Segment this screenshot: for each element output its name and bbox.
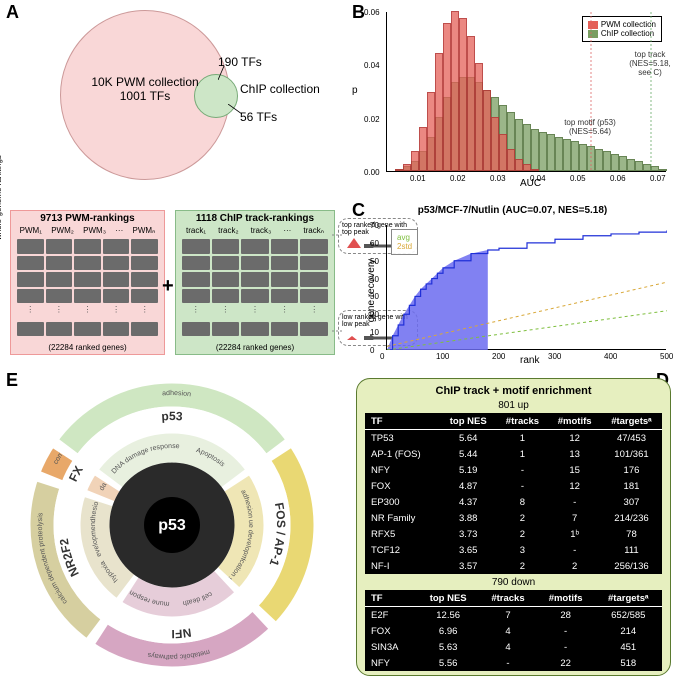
- b-ylabel: p: [352, 85, 358, 96]
- venn-inside-label: 56 TFs: [240, 110, 277, 124]
- chip-rankings-block: 1118 ChIP track-rankings track₁ track₂ t…: [175, 210, 335, 355]
- col: track₂: [218, 226, 238, 235]
- table-up: TFtop NES#tracks#motifs#targetsᵃTP535.64…: [365, 413, 662, 574]
- chip-cols: track₁ track₂ track₃ ··· trackₙ: [176, 226, 334, 235]
- chip-foot: (22284 ranked genes): [176, 343, 334, 352]
- d-up-label: 801 up: [365, 400, 662, 411]
- venn-big-text: 10K PWM collection 1001 TFs: [91, 75, 198, 103]
- table-down: TFtop NES#tracks#motifs#targetsᵃE2F12.56…: [365, 590, 662, 671]
- venn-inside-arrow: [228, 104, 242, 116]
- pwm-grid: ⋮⋮⋮⋮⋮: [17, 239, 158, 336]
- col: PWM₁: [20, 226, 42, 235]
- col: PWM₂: [51, 226, 74, 235]
- e-svg: p53DNA damage responseApoptosisadhesionF…: [0, 370, 345, 670]
- pwm-rankings-block: 9713 PWM-rankings PWM₁ PWM₂ PWM₃ ··· PWM…: [10, 210, 165, 355]
- chip-grid: ⋮⋮⋮⋮⋮: [182, 239, 328, 336]
- panel-e: p53DNA damage responseApoptosisadhesionF…: [0, 370, 345, 680]
- c-plot: avg 2std: [386, 225, 666, 350]
- col: ···: [283, 226, 291, 235]
- svg-text:p53: p53: [158, 517, 186, 534]
- panel-d: ChIP track + motif enrichment 801 up TFt…: [350, 370, 675, 680]
- col: track₁: [186, 226, 206, 235]
- venn-small-label: ChIP collection: [240, 82, 320, 96]
- pwm-cols: PWM₁ PWM₂ PWM₃ ··· PWMₙ: [11, 226, 164, 235]
- leg-avg: avg: [397, 233, 410, 242]
- svg-text:p53: p53: [161, 409, 183, 423]
- callout-connector: [332, 326, 342, 336]
- b-dashed-lines: [386, 12, 666, 172]
- c-title: p53/MCF-7/Nutlin (AUC=0.07, NES=5.18): [350, 205, 675, 216]
- venn-big-label: 10K PWM collection 1001 TFs: [85, 75, 205, 104]
- side-label: whole-genome rankings: [0, 155, 3, 240]
- d-title: ChIP track + motif enrichment: [365, 385, 662, 397]
- venn-overlap-arrow: [218, 66, 230, 80]
- chip-title: 1118 ChIP track-rankings: [176, 211, 334, 226]
- c-legend: avg 2std: [391, 229, 418, 255]
- pwm-title: 9713 PWM-rankings: [11, 211, 164, 226]
- panel-c: p53/MCF-7/Nutlin (AUC=0.07, NES=5.18) av…: [350, 205, 675, 365]
- panel-a: 10K PWM collection 1001 TFs 190 TFs ChIP…: [0, 0, 340, 360]
- col: track₃: [251, 226, 272, 235]
- col: trackₙ: [303, 226, 324, 235]
- leg-2std: 2std: [397, 242, 412, 251]
- plus-icon: +: [162, 275, 174, 298]
- col: PWMₙ: [133, 226, 156, 235]
- svg-text:immunological processes: immunological processes: [0, 370, 3, 372]
- col: ···: [115, 226, 123, 235]
- col: PWM₃: [83, 226, 106, 235]
- panel-b: PWM collection ChIP collection AUC p top…: [350, 0, 675, 200]
- c-xlabel: rank: [520, 355, 539, 366]
- d-down-label: 790 down: [365, 577, 662, 588]
- callout-connector: [332, 230, 342, 240]
- d-box: ChIP track + motif enrichment 801 up TFt…: [356, 378, 671, 676]
- c-svg: [387, 225, 667, 350]
- svg-text:NFI: NFI: [171, 625, 192, 641]
- pwm-foot: (22284 ranked genes): [11, 343, 164, 352]
